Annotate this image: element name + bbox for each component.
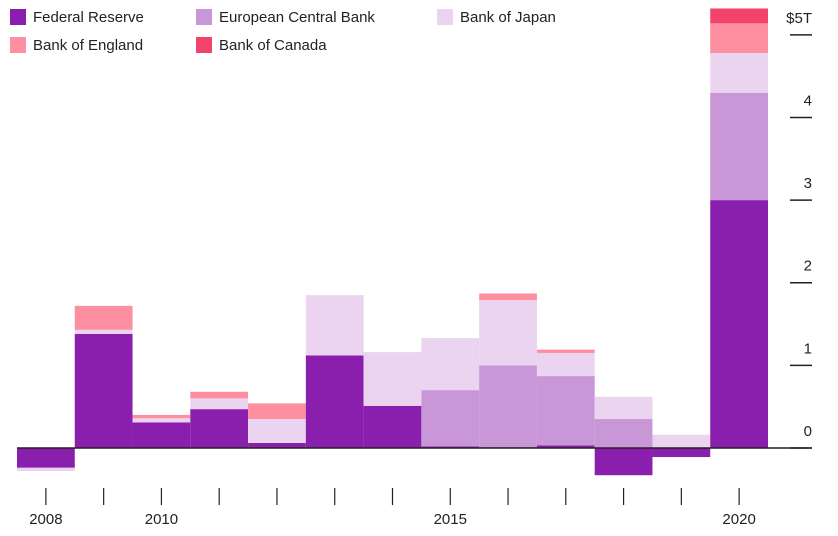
bar-segment [536, 376, 595, 446]
y-tick-label: 1 [804, 340, 812, 357]
bar-segment [132, 422, 191, 448]
y-tick-label: 3 [804, 175, 812, 192]
bar-segment [190, 391, 249, 399]
bar-segment [594, 447, 653, 476]
y-tick-label: 2 [804, 258, 812, 275]
y-tick-label: $5T [786, 10, 812, 27]
bar-segment [421, 446, 480, 448]
legend-label: European Central Bank [219, 9, 375, 26]
bar-segment [652, 434, 711, 448]
bar-segment [536, 349, 595, 353]
bar-segment [132, 418, 191, 423]
bar-segment [421, 390, 480, 447]
bar-segment [710, 23, 768, 54]
bar-segment [421, 338, 480, 391]
legend-swatch [10, 9, 26, 25]
bar-segment [710, 53, 768, 93]
x-tick-label: 2010 [145, 511, 178, 528]
y-tick-label: 4 [804, 93, 812, 110]
bar-segment [190, 409, 249, 448]
bar-segment [74, 305, 133, 330]
legend-swatch [10, 37, 26, 53]
legend-label: Bank of England [33, 37, 143, 54]
bar-segment [248, 403, 306, 420]
bar-segment [248, 419, 306, 443]
bar-segment [17, 467, 75, 472]
x-tick-label: 2015 [434, 511, 467, 528]
legend-swatch [196, 37, 212, 53]
bar-segment [536, 445, 595, 448]
bar-segment [190, 398, 249, 410]
bar-segment [248, 443, 306, 448]
bar-segment [594, 419, 653, 448]
bar-segment [74, 329, 133, 334]
bar-segment [479, 365, 537, 448]
legend-swatch [437, 9, 453, 25]
bar-segment [363, 405, 422, 448]
bar-segment [479, 300, 537, 366]
bar-segment [74, 333, 133, 448]
bar-segment [17, 447, 75, 468]
bar-segment [132, 414, 191, 419]
legend-label: Federal Reserve [33, 9, 144, 26]
bar-segment [305, 295, 364, 356]
bar-segment [594, 396, 653, 420]
bar-segment [710, 200, 768, 448]
bar-segment [710, 92, 768, 201]
y-tick-label: 0 [804, 423, 812, 440]
bar-segment [652, 447, 711, 458]
bar-segment [363, 352, 422, 406]
bar-segment [536, 352, 595, 377]
x-tick-label: 2008 [29, 511, 62, 528]
bar-segment [710, 8, 768, 24]
legend-swatch [196, 9, 212, 25]
legend-label: Bank of Japan [460, 9, 556, 26]
legend-label: Bank of Canada [219, 37, 327, 54]
x-tick-label: 2020 [722, 511, 755, 528]
bar-segment [479, 293, 537, 301]
bar-segment [305, 355, 364, 448]
